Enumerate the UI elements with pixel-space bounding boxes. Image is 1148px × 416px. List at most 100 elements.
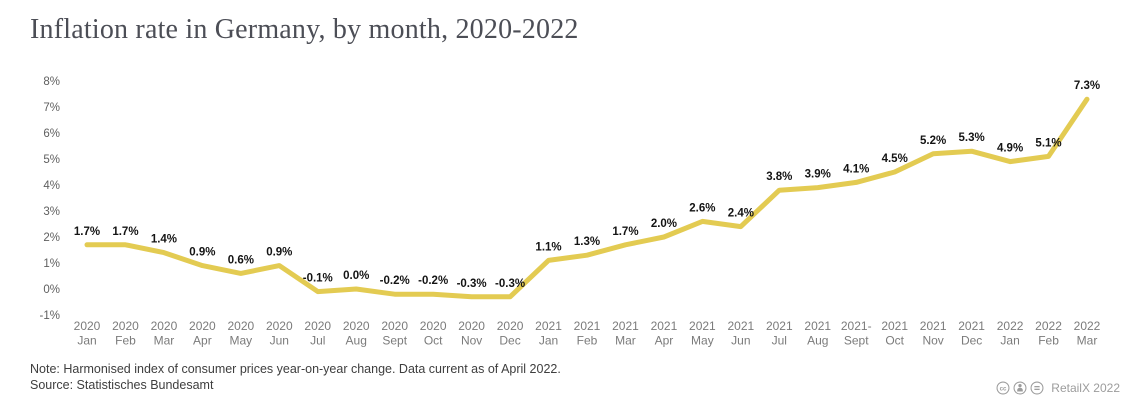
- y-axis-tick: 1%: [43, 258, 60, 270]
- y-axis-tick: 6%: [43, 128, 60, 140]
- x-axis-tick-month: May: [691, 334, 714, 348]
- data-point-label: 4.9%: [997, 143, 1023, 155]
- x-axis-tick-month: Feb: [1038, 334, 1059, 348]
- data-point-label: -0.1%: [303, 273, 333, 285]
- y-axis-tick: 5%: [43, 154, 60, 166]
- x-axis-tick-year: 2021: [881, 319, 908, 333]
- x-axis-tick-year: 2021: [766, 319, 793, 333]
- data-point-label: -0.2%: [380, 275, 410, 287]
- data-point-label: 4.5%: [882, 153, 908, 165]
- data-point-label: -0.2%: [418, 275, 448, 287]
- x-axis-tick-year: 2020: [381, 319, 408, 333]
- y-axis-tick: 0%: [43, 284, 60, 296]
- line-chart-svg: 8% 7% 6% 5% 4% 3% 2% 1% 0% -1% 1.7% 1.7% 1.4% 0.9% 0.6…: [40, 76, 1101, 348]
- attribution-person-icon: [1013, 381, 1027, 395]
- data-point-label: 0.9%: [189, 247, 215, 259]
- x-axis-tick-year: 2021: [651, 319, 678, 333]
- x-axis-tick-year: 2020: [304, 319, 331, 333]
- x-axis-tick-month: Jun: [270, 334, 289, 348]
- data-point-label: 1.7%: [612, 226, 638, 238]
- y-axis-tick: 3%: [43, 206, 60, 218]
- x-axis-tick-month: Mar: [1077, 334, 1098, 348]
- x-axis-tick-month: Mar: [615, 334, 636, 348]
- y-axis-tick: 2%: [43, 232, 60, 244]
- x-axis-tick-month: May: [230, 334, 253, 348]
- data-point-label: 3.8%: [766, 171, 792, 183]
- no-derivatives-equals-icon: [1030, 381, 1044, 395]
- svg-text:cc: cc: [1000, 385, 1007, 392]
- x-axis-tick-year: 2022: [1074, 319, 1101, 333]
- data-point-label: 3.9%: [805, 169, 831, 181]
- chart-source: Source: Statistisches Bundesamt: [30, 377, 214, 392]
- data-point-label: 2.4%: [728, 208, 754, 220]
- x-axis-tick-month: Jan: [539, 334, 558, 348]
- data-point-label: 1.7%: [74, 226, 100, 238]
- x-axis-tick-month: Apr: [655, 334, 674, 348]
- y-axis-tick: 4%: [43, 180, 60, 192]
- data-point-label: -0.3%: [457, 278, 487, 290]
- data-point-label: 5.3%: [959, 132, 985, 144]
- x-axis-tick-month: Jan: [77, 334, 96, 348]
- chart-note: Note: Harmonised index of consumer price…: [30, 362, 561, 376]
- x-axis-tick-year: 2020: [497, 319, 524, 333]
- y-axis-tick: -1%: [40, 310, 60, 322]
- x-axis-tick-year: 2021: [689, 319, 716, 333]
- x-axis-tick-month: Feb: [115, 334, 136, 348]
- x-axis-tick-year: 2021: [574, 319, 601, 333]
- data-point-label: 4.1%: [843, 163, 869, 175]
- x-axis-tick-year: 2020: [458, 319, 485, 333]
- x-axis-tick-month: Apr: [193, 334, 212, 348]
- x-axis-tick-month: Nov: [922, 334, 943, 348]
- data-point-label: 1.3%: [574, 236, 600, 248]
- data-point-label: 1.4%: [151, 234, 177, 246]
- chart-title: Inflation rate in Germany, by month, 202…: [30, 14, 579, 45]
- inflation-line: [84, 96, 1090, 300]
- x-axis-tick-month: Nov: [461, 334, 482, 348]
- x-axis-tick-year: 2020: [189, 319, 216, 333]
- x-axis-tick-year: 2021: [535, 319, 562, 333]
- x-axis-tick-year: 2020: [343, 319, 370, 333]
- chart-footnotes: Note: Harmonised index of consumer price…: [30, 362, 561, 393]
- x-axis-tick-month: Jul: [772, 334, 787, 348]
- x-axis-tick-month: Jun: [731, 334, 750, 348]
- x-axis-tick-month: Dec: [961, 334, 982, 348]
- x-axis-tick-year: 2021: [727, 319, 754, 333]
- license-credit: cc RetailX 2022: [996, 381, 1120, 395]
- line-chart: 8% 7% 6% 5% 4% 3% 2% 1% 0% -1% 1.7% 1.7% 1.4% 0.9% 0.6…: [0, 60, 1148, 360]
- data-point-label: 5.2%: [920, 135, 946, 147]
- x-axis-tick-month: Mar: [154, 334, 175, 348]
- x-axis-tick-year: 2020: [151, 319, 178, 333]
- data-point-label: 0.0%: [343, 270, 369, 282]
- data-point-label: 0.9%: [266, 247, 292, 259]
- x-axis-tick-month: Sept: [382, 334, 407, 348]
- x-axis-tick-month: Feb: [577, 334, 598, 348]
- data-point-label: 1.1%: [535, 241, 561, 253]
- x-axis-tick-year: 2021-: [841, 319, 872, 333]
- data-point-label: 1.7%: [112, 226, 138, 238]
- x-axis-tick-year: 2020: [420, 319, 447, 333]
- x-axis-tick-year: 2020: [266, 319, 293, 333]
- cc-icon: cc: [996, 381, 1010, 395]
- data-point-label: 0.6%: [228, 254, 254, 266]
- x-axis-tick-year: 2020: [227, 319, 254, 333]
- data-point-label: 2.0%: [651, 218, 677, 230]
- x-axis-tick-year: 2021: [804, 319, 831, 333]
- x-axis-tick-year: 2022: [1035, 319, 1062, 333]
- data-point-label: 2.6%: [689, 202, 715, 214]
- x-axis-tick-month: Jul: [310, 334, 325, 348]
- data-point-label: -0.3%: [495, 278, 525, 290]
- x-axis-tick-month: Aug: [346, 334, 367, 348]
- data-point-label: 5.1%: [1035, 137, 1061, 149]
- x-axis-tick-month: Oct: [885, 334, 904, 348]
- x-axis-tick-month: Oct: [424, 334, 443, 348]
- x-axis-tick-month: Jan: [1000, 334, 1019, 348]
- x-axis-tick-year: 2022: [997, 319, 1024, 333]
- x-axis-tick-year: 2021: [612, 319, 639, 333]
- x-axis-tick-year: 2020: [74, 319, 101, 333]
- y-axis-tick: 7%: [43, 102, 60, 114]
- x-axis-tick-year: 2021: [958, 319, 985, 333]
- credit-text: RetailX 2022: [1051, 381, 1120, 395]
- x-axis-tick-month: Sept: [844, 334, 869, 348]
- x-axis-tick-month: Aug: [807, 334, 828, 348]
- x-axis-tick-month: Dec: [499, 334, 520, 348]
